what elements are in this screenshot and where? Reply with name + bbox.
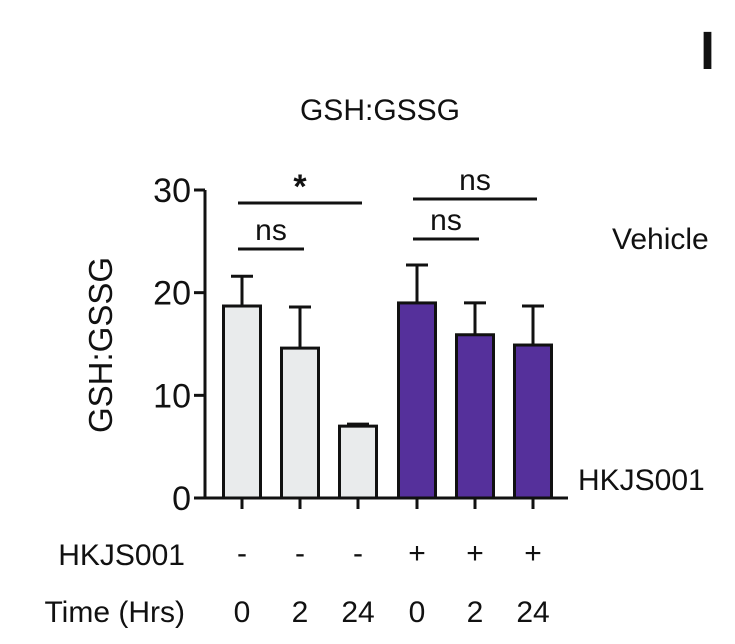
significance-label: * — [293, 168, 307, 206]
bar — [222, 304, 262, 500]
time-value: 0 — [409, 596, 426, 629]
time-value: 24 — [516, 596, 549, 629]
treatment-sign: - — [295, 537, 305, 570]
y-axis-label: GSH:GSSG — [82, 257, 119, 433]
y-tick-label: 30 — [153, 172, 191, 210]
significance-label: ns — [459, 164, 491, 197]
time-value: 0 — [234, 596, 251, 629]
y-tick-label: 0 — [172, 480, 191, 518]
bar — [338, 424, 378, 500]
panel-letter: I — [700, 21, 715, 81]
treatment-sign: + — [466, 537, 484, 570]
bar — [397, 301, 437, 500]
chart-title: GSH:GSSG — [300, 94, 460, 127]
time-value: 2 — [292, 596, 309, 629]
legend-vehicle: Vehicle — [612, 223, 709, 256]
treatment-sign: - — [353, 537, 363, 570]
time-value: 24 — [341, 596, 374, 629]
treatment-sign: - — [237, 537, 247, 570]
bar — [513, 343, 553, 500]
bar — [280, 346, 320, 500]
treatment-sign: + — [524, 537, 542, 570]
time-row-label: Time (Hrs) — [44, 596, 185, 629]
legend-hkjs001: HKJS001 — [578, 464, 705, 497]
treatment-row-label: HKJS001 — [58, 539, 185, 572]
time-value: 2 — [467, 596, 484, 629]
y-tick-label: 10 — [153, 377, 191, 415]
treatment-sign: + — [408, 537, 426, 570]
y-tick-label: 20 — [153, 275, 191, 313]
significance-label: ns — [255, 214, 287, 247]
significance-label: ns — [430, 204, 462, 237]
bar — [455, 333, 495, 500]
